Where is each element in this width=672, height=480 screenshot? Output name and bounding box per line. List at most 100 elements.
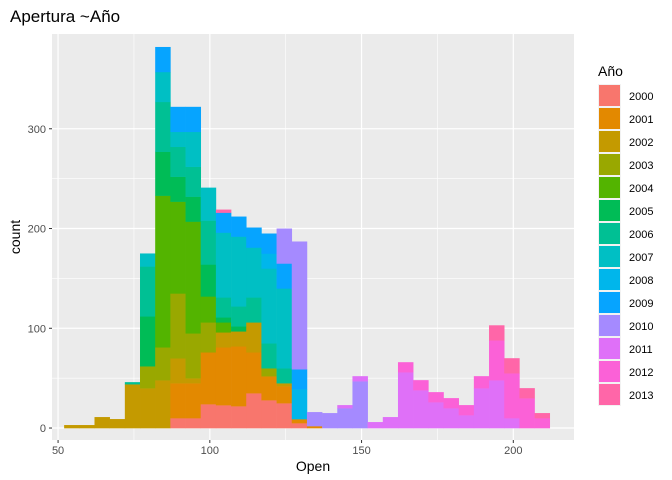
bar-segment-2001-bin-112 (246, 352, 262, 394)
bar-segment-2000-bin-127 (291, 423, 308, 429)
bar-segment-2009-bin-87 (170, 106, 186, 133)
bar-segment-2009-bin-122 (276, 263, 293, 289)
bar-segment-2003-bin-82 (155, 347, 171, 381)
legend-label-2001: 2001 (629, 114, 653, 126)
bar-segment-2001-bin-117 (261, 376, 277, 401)
bar-segment-2009-bin-117 (261, 233, 277, 254)
bar-segment-2001-bin-92 (185, 383, 202, 419)
bar-segment-2002-bin-107 (231, 331, 247, 347)
bar-segment-2006-bin-122 (276, 368, 293, 384)
bar-segment-2000-bin-122 (276, 403, 293, 429)
legend-swatch-2008 (599, 269, 620, 290)
bar-segment-2008-bin-117 (261, 253, 277, 269)
x-tick-label: 100 (201, 445, 219, 457)
bar-segment-2000-bin-92 (185, 418, 202, 429)
bars (64, 46, 551, 429)
bar-segment-2003-bin-97 (200, 322, 217, 353)
bar-segment-2005-bin-87 (170, 176, 186, 202)
bar-segment-2005-bin-107 (231, 326, 247, 332)
bar-segment-2011-bin-192 (489, 380, 505, 429)
chart-title: Apertura ~Año (10, 7, 120, 26)
legend-swatch-2002 (599, 131, 620, 152)
bar-segment-2002-bin-52 (64, 425, 80, 429)
y-axis-title: count (7, 220, 23, 254)
bar-segment-2012-bin-182 (458, 405, 475, 416)
bar-segment-2004-bin-97 (200, 296, 217, 323)
bar-segment-2007-bin-77 (140, 253, 156, 267)
legend-label-2006: 2006 (629, 229, 653, 241)
bar-segment-2003-bin-92 (185, 333, 202, 379)
bar-segment-2004-bin-87 (170, 201, 186, 294)
bar-segment-2001-bin-97 (200, 352, 217, 405)
legend-label-2005: 2005 (629, 206, 653, 218)
legend-label-2012: 2012 (629, 367, 653, 379)
bar-segment-2003-bin-87 (170, 293, 186, 359)
bar-segment-2010-bin-122 (276, 228, 293, 264)
bar-segment-2012-bin-177 (443, 398, 459, 409)
bar-segment-2011-bin-152 (367, 422, 384, 429)
bar-segment-2006-bin-87 (170, 146, 186, 177)
legend-label-2013: 2013 (629, 390, 653, 402)
bar-segment-2008-bin-127 (291, 389, 308, 420)
bar-segment-2001-bin-127 (291, 419, 308, 424)
bar-segment-2012-bin-197 (504, 373, 520, 419)
bar-segment-2011-bin-172 (428, 402, 444, 429)
bar-segment-2007-bin-87 (170, 131, 186, 148)
bar-segment-2002-bin-62 (94, 417, 110, 429)
bar-segment-2000-bin-112 (246, 393, 262, 429)
bar-segment-2004-bin-92 (185, 221, 202, 334)
bar-segment-2010-bin-127 (291, 241, 308, 370)
x-axis-title: Open (296, 458, 330, 474)
bar-segment-2005-bin-102 (215, 317, 232, 323)
legend-swatch-2003 (599, 154, 620, 175)
y-tick-label: 200 (28, 224, 46, 236)
legend-label-2004: 2004 (629, 183, 653, 195)
bar-segment-2007-bin-112 (246, 247, 262, 298)
bar-segment-2009-bin-82 (155, 46, 171, 73)
axis-ticks: 50 100 150 200 0 100 200 300 (28, 124, 523, 457)
legend: Año 2000 2001 2002 2003 2004 2005 2006 2007 2008… (598, 63, 653, 406)
bar-segment-2000-bin-87 (170, 418, 186, 429)
legend-label-2007: 2007 (629, 252, 653, 264)
bar-segment-2003-bin-77 (140, 366, 156, 389)
bar-segment-2001-bin-132 (306, 426, 323, 429)
legend-swatch-2000 (599, 85, 620, 106)
bar-segment-2001-bin-102 (215, 347, 232, 406)
bar-segment-2013-bin-197 (504, 358, 520, 374)
bar-segment-2002-bin-122 (276, 383, 293, 387)
legend-label-2000: 2000 (629, 91, 653, 103)
bar-segment-2009-bin-112 (246, 227, 262, 248)
bar-segment-2011-bin-142 (337, 405, 353, 409)
bar-segment-2002-bin-87 (170, 358, 186, 384)
x-tick-label: 50 (52, 445, 64, 457)
bar-segment-2009-bin-127 (291, 369, 308, 390)
bar-segment-2000-bin-117 (261, 400, 277, 429)
legend-swatch-2004 (599, 177, 620, 198)
legend-swatch-2011 (599, 338, 620, 359)
legend-swatch-2007 (599, 246, 620, 267)
bar-segment-2012-bin-202 (519, 398, 535, 429)
legend-swatch-2005 (599, 200, 620, 221)
y-tick-label: 0 (40, 423, 46, 435)
bar-segment-2002-bin-77 (140, 388, 156, 429)
legend-swatch-2012 (599, 361, 620, 382)
bar-segment-2005-bin-92 (185, 196, 202, 222)
bar-segment-2007-bin-102 (215, 232, 232, 298)
bar-segment-2004-bin-102 (215, 322, 232, 333)
bar-segment-2009-bin-92 (185, 106, 202, 133)
bar-segment-2013-bin-192 (489, 325, 505, 341)
bar-segment-2010-bin-142 (337, 408, 353, 429)
legend-label-2009: 2009 (629, 298, 653, 310)
bar-segment-2012-bin-172 (428, 392, 444, 403)
bar-segment-2011-bin-197 (504, 418, 520, 429)
bar-segment-2011-bin-147 (352, 376, 368, 382)
x-tick-label: 200 (504, 445, 522, 457)
bar-segment-2002-bin-112 (246, 322, 262, 353)
bar-segment-2011-bin-167 (413, 390, 429, 429)
bar-segment-2005-bin-97 (200, 264, 217, 297)
bar-segment-2002-bin-102 (215, 332, 232, 348)
bar-segment-2000-bin-107 (231, 406, 247, 429)
bar-segment-2001-bin-107 (231, 346, 247, 407)
y-tick-label: 100 (28, 323, 46, 335)
bar-segment-2001-bin-122 (276, 386, 293, 404)
